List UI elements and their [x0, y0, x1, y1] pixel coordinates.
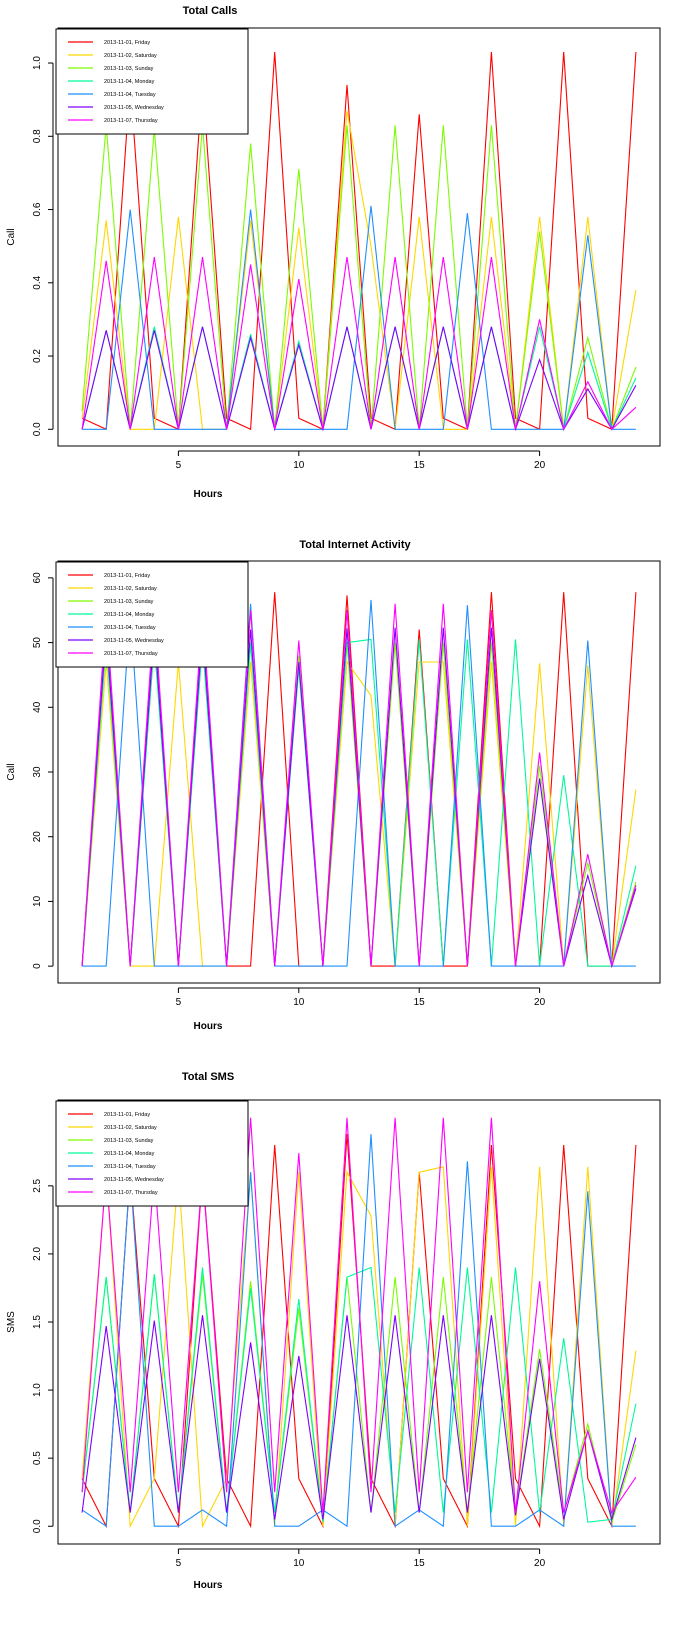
legend-label: 2013-11-05, Wednesday: [104, 638, 164, 644]
y-tick-label: 1.0: [32, 56, 43, 70]
legend: 2013-11-01, Friday 2013-11-02, Saturday 20…: [55, 28, 249, 135]
x-tick-label: 15: [414, 1558, 426, 1569]
series-line-5: [82, 205, 636, 430]
x-tick-label: 20: [534, 1558, 546, 1569]
legend-label: 2013-11-03, Sunday: [104, 1138, 154, 1144]
legend-label: 2013-11-04, Monday: [104, 79, 155, 85]
chart-title: Total Calls: [183, 5, 238, 17]
chart-panel-internet: Total Internet Activity 5 10 15 20 0 10 20 30 40 5…: [0, 530, 686, 1070]
y-tick-label: 40: [32, 701, 43, 713]
calls-chart: Total Calls 5 10 15 20 0.0 0.2 0.4 0.6 0.8 1.0 Hour…: [6, 5, 661, 500]
sms-chart: Total SMS 5 10 15 20 0.0 0.5 1.0 1.5 2.0 2.5 Hours S…: [6, 1071, 661, 1591]
y-tick-label: 2.0: [32, 1247, 43, 1261]
legend-label: 2013-11-02, Saturday: [104, 1125, 157, 1131]
y-tick-label: 0.2: [32, 349, 43, 363]
x-tick-label: 20: [534, 460, 546, 471]
legend: 2013-11-01, Friday 2013-11-02, Saturday 20…: [55, 1100, 249, 1207]
legend-label: 2013-11-04, Monday: [104, 612, 155, 618]
x-tick-label: 15: [414, 997, 426, 1008]
x-tick-label: 10: [293, 1558, 305, 1569]
legend-label: 2013-11-04, Tuesday: [104, 92, 156, 98]
legend-label: 2013-11-04, Monday: [104, 1151, 155, 1157]
legend-label: 2013-11-07, Thursday: [104, 1190, 158, 1196]
y-tick-label: 30: [32, 766, 43, 778]
x-tick-label: 15: [414, 460, 426, 471]
x-tick-label: 5: [176, 997, 182, 1008]
series-line-6: [81, 1315, 637, 1522]
series-line-3: [81, 125, 637, 432]
legend-label: 2013-11-02, Saturday: [104, 53, 157, 59]
series-line-4: [81, 1266, 637, 1523]
legend: 2013-11-01, Friday 2013-11-02, Saturday 20…: [55, 561, 249, 668]
series-line-2: [81, 660, 637, 967]
plot-border: [57, 27, 661, 447]
x-axis-title: Hours: [194, 489, 223, 500]
y-tick-label: 10: [32, 895, 43, 907]
series-line-7: [81, 1117, 637, 1514]
series-line-1: [81, 51, 637, 431]
chart-panel-calls: Total Calls 5 10 15 20 0.0 0.2 0.4 0.6 0.8 1.0 Hour…: [0, 0, 686, 520]
y-tick-label: 0.6: [32, 202, 43, 216]
x-tick-label: 10: [293, 460, 305, 471]
y-tick-label: 2.5: [32, 1178, 43, 1192]
series-line-7: [81, 603, 637, 967]
series-group: [81, 51, 637, 432]
legend-label: 2013-11-05, Wednesday: [104, 1177, 164, 1183]
legend-label: 2013-11-01, Friday: [104, 573, 150, 579]
legend-label: 2013-11-03, Sunday: [104, 66, 154, 72]
y-axis-title: SMS: [6, 1311, 17, 1333]
series-group: [81, 1117, 637, 1529]
x-tick-label: 5: [176, 460, 182, 471]
chart-title: Total SMS: [182, 1071, 234, 1083]
y-tick-label: 0: [32, 963, 43, 969]
y-tick-label: 0.0: [32, 1519, 43, 1533]
x-tick-label: 5: [176, 1558, 182, 1569]
legend-label: 2013-11-02, Saturday: [104, 586, 157, 592]
series-line-2: [81, 110, 637, 430]
legend-label: 2013-11-01, Friday: [104, 40, 150, 46]
y-tick-label: 1.0: [32, 1383, 43, 1397]
y-tick-label: 0.8: [32, 129, 43, 143]
plot-border: [57, 1099, 661, 1545]
series-line-6: [81, 326, 637, 432]
y-axis-title: Call: [6, 763, 17, 780]
legend-label: 2013-11-05, Wednesday: [104, 105, 164, 111]
y-tick-label: 50: [32, 637, 43, 649]
legend-label: 2013-11-04, Tuesday: [104, 1164, 156, 1170]
x-tick-label: 20: [534, 997, 546, 1008]
series-line-2: [81, 1166, 637, 1529]
y-tick-label: 60: [32, 572, 43, 584]
y-tick-label: 0.5: [32, 1451, 43, 1465]
chart-title: Total Internet Activity: [299, 539, 411, 551]
plot-border: [57, 560, 661, 984]
x-axis-title: Hours: [194, 1021, 223, 1032]
internet-activity-chart: Total Internet Activity 5 10 15 20 0 10 20 30 40 5…: [6, 539, 661, 1032]
x-tick-label: 10: [293, 997, 305, 1008]
y-tick-label: 0.4: [32, 275, 43, 289]
legend-label: 2013-11-01, Friday: [104, 1112, 150, 1118]
y-tick-label: 20: [32, 831, 43, 843]
series-line-7: [81, 257, 637, 431]
chart-panel-sms: Total SMS 5 10 15 20 0.0 0.5 1.0 1.5 2.0 2.5 Hours S…: [0, 1060, 686, 1632]
series-group: [81, 592, 637, 969]
legend-label: 2013-11-03, Sunday: [104, 599, 154, 605]
y-axis-title: Call: [6, 228, 17, 245]
legend-label: 2013-11-04, Tuesday: [104, 625, 156, 631]
y-tick-label: 1.5: [32, 1315, 43, 1329]
legend-label: 2013-11-07, Thursday: [104, 651, 158, 657]
series-line-5: [81, 1134, 636, 1528]
x-axis-title: Hours: [194, 1580, 223, 1591]
legend-label: 2013-11-07, Thursday: [104, 118, 158, 124]
y-tick-label: 0.0: [32, 422, 43, 436]
